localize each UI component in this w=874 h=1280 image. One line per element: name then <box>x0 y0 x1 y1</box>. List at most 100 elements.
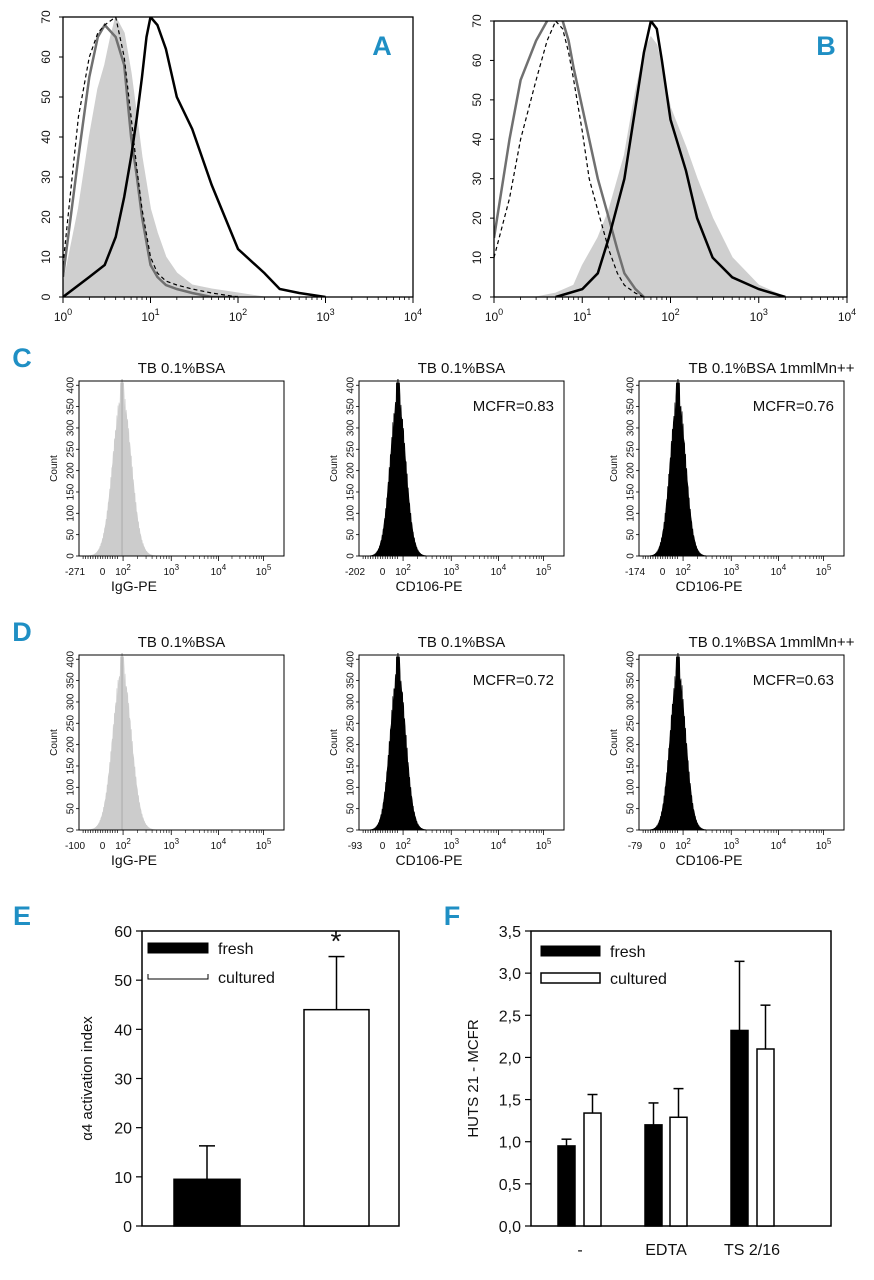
bar-charts: E 0 10 20 30 40 50 60 α4 activation index fresh cu… <box>13 901 832 1259</box>
y-tick-label: 0 <box>39 293 53 300</box>
x-tick-label: 104 <box>491 563 507 578</box>
x-tick-label: 100 <box>54 307 72 324</box>
series-gray <box>63 22 238 297</box>
x-tick-label: 103 <box>443 563 459 578</box>
y-tick-label: 200 <box>66 462 77 479</box>
category-label: - <box>577 1242 582 1259</box>
bar-panel-e: 0 10 20 30 40 50 60 α4 activation index fresh cul… <box>79 924 400 1236</box>
y-tick-label: 250 <box>66 715 77 732</box>
x-tick-label: 103 <box>723 563 739 578</box>
x-tick-label: 103 <box>443 837 459 852</box>
count-axis-label: Count <box>49 455 60 482</box>
y-tick-label: 250 <box>626 441 637 458</box>
x-zero-tick-label: 0 <box>380 567 386 578</box>
x-tick-label: 102 <box>229 307 247 324</box>
flow-frame <box>78 654 285 831</box>
y-tick-label: 10 <box>114 1170 132 1187</box>
y-tick-label: 400 <box>346 650 357 667</box>
y-tick-label: 50 <box>626 529 637 541</box>
y-tick-label: 50 <box>66 529 77 541</box>
panel-label-d: D <box>12 617 32 647</box>
y-tick-label: 0 <box>66 827 77 833</box>
y-tick-label: 400 <box>66 376 77 393</box>
y-tick-label: 20 <box>39 210 53 224</box>
y-tick-label: 2,5 <box>499 1008 521 1025</box>
bar-cultured <box>303 1008 370 1227</box>
x-tick-label: 104 <box>211 563 227 578</box>
y-tick-label: 1,5 <box>499 1093 521 1110</box>
y-tick-label: 100 <box>626 505 637 522</box>
flow-x-axis-label: IgG-PE <box>111 578 157 594</box>
x-zero-tick-label: 0 <box>100 841 106 852</box>
panel-label-e: E <box>13 901 31 931</box>
y-tick-label: 10 <box>470 251 484 265</box>
series-black <box>63 17 326 297</box>
flow-histogram <box>83 382 202 557</box>
series-filled <box>536 35 786 297</box>
y-tick-label: 300 <box>346 419 357 436</box>
flow-plot: TB 0.1%BSA 1mmlMn++ 0 50 100 150 200 250 300 350… <box>609 360 855 594</box>
category-label: EDTA <box>645 1242 687 1259</box>
flow-x-axis-label: CD106-PE <box>396 852 463 868</box>
y-tick-label: 70 <box>39 10 53 24</box>
y-tick-label: 150 <box>626 757 637 774</box>
y-tick-label: 350 <box>66 672 77 689</box>
y-tick-label: 70 <box>470 14 484 28</box>
mcfr-value: MCFR=0.72 <box>473 672 554 689</box>
x-min-label: -93 <box>348 841 363 852</box>
y-tick-label: 0 <box>346 553 357 559</box>
flow-frame <box>358 654 565 831</box>
panel-label-f: F <box>444 901 461 931</box>
legend-label: fresh <box>610 944 646 961</box>
y-tick-label: 150 <box>626 483 637 500</box>
x-tick-label: 105 <box>256 563 272 578</box>
y-tick-label: 1,0 <box>499 1135 521 1152</box>
x-tick-label: 105 <box>536 837 552 852</box>
y-tick-label: 300 <box>66 419 77 436</box>
y-tick-label: 60 <box>39 50 53 64</box>
y-tick-label: 3,0 <box>499 966 521 983</box>
x-tick-label: 102 <box>661 307 679 324</box>
x-tick-label: 102 <box>675 837 691 852</box>
y-tick-label: 200 <box>626 462 637 479</box>
x-tick-label: 105 <box>816 563 832 578</box>
flow-condition-title: TB 0.1%BSA 1mmlMn++ <box>689 360 855 377</box>
mcfr-value: MCFR=0.63 <box>753 672 834 689</box>
x-tick-label: 102 <box>395 563 411 578</box>
legend-swatch <box>540 972 601 984</box>
x-tick-label: 102 <box>115 837 131 852</box>
flow-frame <box>358 380 565 557</box>
x-zero-tick-label: 0 <box>100 567 106 578</box>
count-axis-label: Count <box>329 729 340 756</box>
y-tick-label: 40 <box>114 1022 132 1039</box>
y-tick-label: 100 <box>626 779 637 796</box>
flow-x-axis-label: IgG-PE <box>111 852 157 868</box>
significance-asterisk: * <box>331 926 342 957</box>
flow-plot: TB 0.1%BSA 1mmlMn++ 0 50 100 150 200 250 300 350… <box>609 634 855 868</box>
y-tick-label: 50 <box>470 93 484 107</box>
y-tick-label: 20 <box>114 1121 132 1138</box>
count-axis-label: Count <box>49 729 60 756</box>
x-tick-label: 103 <box>723 837 739 852</box>
legend-swatch <box>147 942 209 954</box>
top-histograms: 0 10 20 30 40 50 60 70 100 101 102 103 104 A 0 10 20 30 40… <box>39 10 856 324</box>
y-tick-label: 200 <box>346 462 357 479</box>
y-tick-label: 400 <box>66 650 77 667</box>
y-tick-label: 30 <box>470 172 484 186</box>
bar-fresh <box>173 1178 241 1227</box>
legend-swatch <box>147 974 209 980</box>
x-tick-label: 104 <box>491 837 507 852</box>
flow-frame <box>638 654 845 831</box>
x-tick-label: 103 <box>316 307 334 324</box>
legend-label: cultured <box>218 970 275 987</box>
y-tick-label: 0 <box>470 293 484 300</box>
panel-label-a: A <box>372 31 392 61</box>
y-tick-label: 2,0 <box>499 1050 521 1067</box>
x-min-label: -79 <box>628 841 643 852</box>
flow-condition-title: TB 0.1%BSA <box>418 360 506 377</box>
y-tick-label: 100 <box>346 779 357 796</box>
x-tick-label: 103 <box>750 307 768 324</box>
y-tick-label: 350 <box>66 398 77 415</box>
flow-histogram <box>83 656 202 831</box>
x-tick-label: 102 <box>115 563 131 578</box>
